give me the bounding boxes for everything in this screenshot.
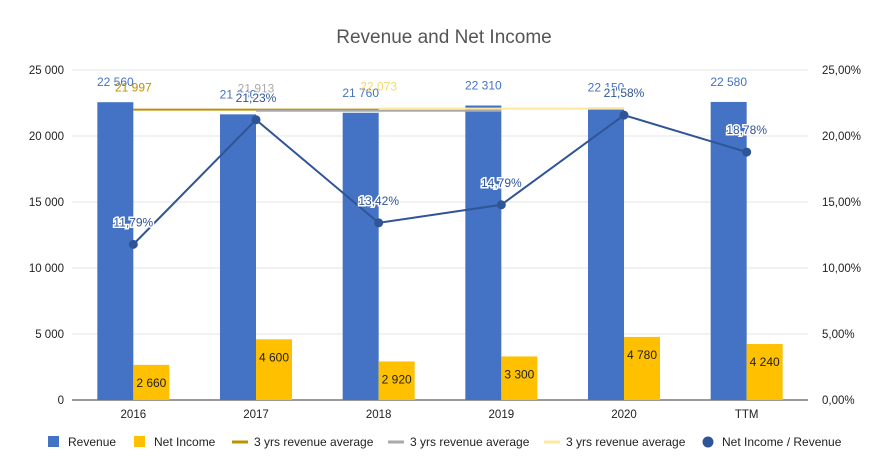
net-income-revenue-label: 11,79% xyxy=(113,215,153,229)
x-axis-tick-label: 2016 xyxy=(121,409,147,421)
three-year-average-label: 21 997 xyxy=(115,81,152,95)
x-axis-tick-label: TTM xyxy=(735,409,759,421)
legend-label: 3 yrs revenue average xyxy=(566,435,686,449)
net-income-data-label: 2 660 xyxy=(136,376,166,390)
revenue-data-label: 21 640 xyxy=(220,87,257,101)
x-axis: 2016 2017 2018 2019 2020 TTM xyxy=(121,409,759,421)
net-income-bar xyxy=(624,336,660,400)
net-income-revenue-line xyxy=(132,114,747,246)
net-income-revenue-point xyxy=(374,218,384,228)
net-income-data-label: 4 240 xyxy=(750,355,780,369)
left-axis-tick-label: 5 000 xyxy=(35,329,64,341)
revenue-bar xyxy=(710,101,747,400)
legend-label: Net Income / Revenue xyxy=(722,435,842,449)
net-income-revenue-label: 14,79% xyxy=(481,176,522,190)
data-labels: 22 560 21 640 21 760 22 310 22 150 22 580 2 66… xyxy=(97,75,780,390)
net-income-data-label: 4 600 xyxy=(259,350,289,364)
net-income-revenue-point xyxy=(128,239,138,249)
net-income-revenue-point xyxy=(742,147,752,157)
net-income-data-label: 4 780 xyxy=(627,348,657,362)
three-year-average-label: 21 913 xyxy=(238,82,275,96)
legend-swatch xyxy=(134,436,145,447)
revenue-bar xyxy=(97,102,134,400)
right-axis-tick-label: 20,00% xyxy=(822,131,861,143)
legend-label: Net Income xyxy=(154,435,216,449)
left-axis-tick-label: 15 000 xyxy=(29,197,64,209)
right-axis-tick-label: 10,00% xyxy=(822,263,861,275)
left-axis-tick-label: 10 000 xyxy=(29,263,64,275)
x-axis-tick-label: 2020 xyxy=(611,409,637,421)
left-axis-tick-label: 20 000 xyxy=(29,131,64,143)
ratio-line-series xyxy=(128,110,752,249)
net-income-revenue-label: 21,58% xyxy=(604,86,645,100)
right-axis-tick-label: 0,00% xyxy=(822,395,855,407)
left-axis-tick-label: 0 xyxy=(58,395,64,407)
net-income-data-label: 2 920 xyxy=(382,372,412,386)
revenue-bar xyxy=(220,114,256,401)
revenue-data-label: 22 310 xyxy=(465,79,502,93)
net-income-revenue-label: 18,78% xyxy=(726,123,767,137)
x-axis-tick-label: 2018 xyxy=(366,409,392,421)
net-income-revenue-point xyxy=(619,110,629,120)
right-y-axis: 0,00% 5,00% 10,00% 15,00% 20,00% 25,00% xyxy=(822,65,861,407)
net-income-bar xyxy=(501,356,538,400)
net-income-revenue-point xyxy=(251,115,261,125)
net-income-bar xyxy=(378,361,415,400)
revenue-bar xyxy=(342,112,379,400)
x-axis-tick-label: 2019 xyxy=(489,409,515,421)
net-income-bar xyxy=(746,344,783,400)
legend: Revenue Net Income 3 yrs revenue average 3 … xyxy=(48,435,842,449)
left-y-axis: 0 5 000 10 000 15 000 20 000 25 000 xyxy=(29,65,64,407)
right-axis-tick-label: 15,00% xyxy=(822,197,861,209)
chart-title: Revenue and Net Income xyxy=(336,27,551,48)
revenue-data-label: 22 560 xyxy=(97,75,134,89)
revenue-data-label: 22 150 xyxy=(588,81,625,95)
x-axis-tick-label: 2017 xyxy=(243,409,269,421)
net-income-revenue-label: 13,42% xyxy=(358,194,399,208)
gridlines xyxy=(72,69,808,401)
right-axis-tick-label: 5,00% xyxy=(822,329,855,341)
legend-swatch xyxy=(48,436,59,447)
three-year-average-label: 22 073 xyxy=(360,80,397,94)
revenue-data-label: 21 760 xyxy=(342,86,379,100)
revenue-bar xyxy=(465,105,502,401)
net-income-data-label: 3 300 xyxy=(504,367,534,381)
net-income-bar xyxy=(133,364,170,400)
net-income-revenue-label: 21,23% xyxy=(236,91,277,105)
legend-label: 3 yrs revenue average xyxy=(254,435,374,449)
legend-swatch xyxy=(702,436,714,448)
average-lines xyxy=(133,107,624,112)
net-income-revenue-point xyxy=(496,200,506,210)
right-axis-tick-label: 25,00% xyxy=(822,65,861,77)
net-income-bar xyxy=(256,339,292,400)
revenue-data-label: 22 580 xyxy=(710,75,747,89)
legend-label: Revenue xyxy=(68,435,116,449)
bar-series xyxy=(97,101,783,401)
revenue-bar xyxy=(588,107,624,401)
legend-label: 3 yrs revenue average xyxy=(410,435,530,449)
left-axis-tick-label: 25 000 xyxy=(29,65,64,77)
